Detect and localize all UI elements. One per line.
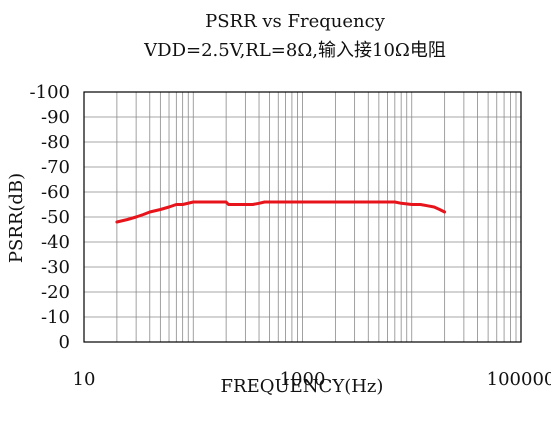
x-tick-label: 1000 bbox=[280, 369, 326, 390]
y-tick-label: -10 bbox=[41, 307, 70, 328]
y-tick-label: -100 bbox=[30, 82, 70, 103]
y-tick-label: -30 bbox=[41, 257, 70, 278]
x-tick-label: 100000 bbox=[487, 369, 551, 390]
plot-frame bbox=[83, 91, 522, 343]
x-tick-label: 10 bbox=[73, 369, 96, 390]
y-tick-label: -50 bbox=[41, 207, 70, 228]
chart-subtitle: VDD=2.5V,RL=8Ω,输入接10Ω电阻 bbox=[143, 40, 446, 61]
y-tick-label: -80 bbox=[41, 132, 70, 153]
psrr-series-line bbox=[115, 200, 447, 224]
y-tick-label: -20 bbox=[41, 282, 70, 303]
y-tick-label: -70 bbox=[41, 157, 70, 178]
chart-title: PSRR vs Frequency bbox=[205, 11, 386, 32]
y-tick-label: -60 bbox=[41, 182, 70, 203]
y-tick-label: -90 bbox=[41, 107, 70, 128]
y-tick-label: -40 bbox=[41, 232, 70, 253]
x-tick-labels: 10 1000 100000 bbox=[73, 369, 551, 390]
series-layer bbox=[115, 200, 447, 224]
y-tick-label: 0 bbox=[59, 332, 70, 353]
x-axis-label: FREQUENCY(Hz) bbox=[221, 376, 384, 397]
y-axis-label: PSRR(dB) bbox=[6, 173, 27, 263]
grid bbox=[83, 91, 521, 343]
y-tick-labels: -100-90-80-70-60-50-40-30-20-100 bbox=[30, 82, 70, 353]
